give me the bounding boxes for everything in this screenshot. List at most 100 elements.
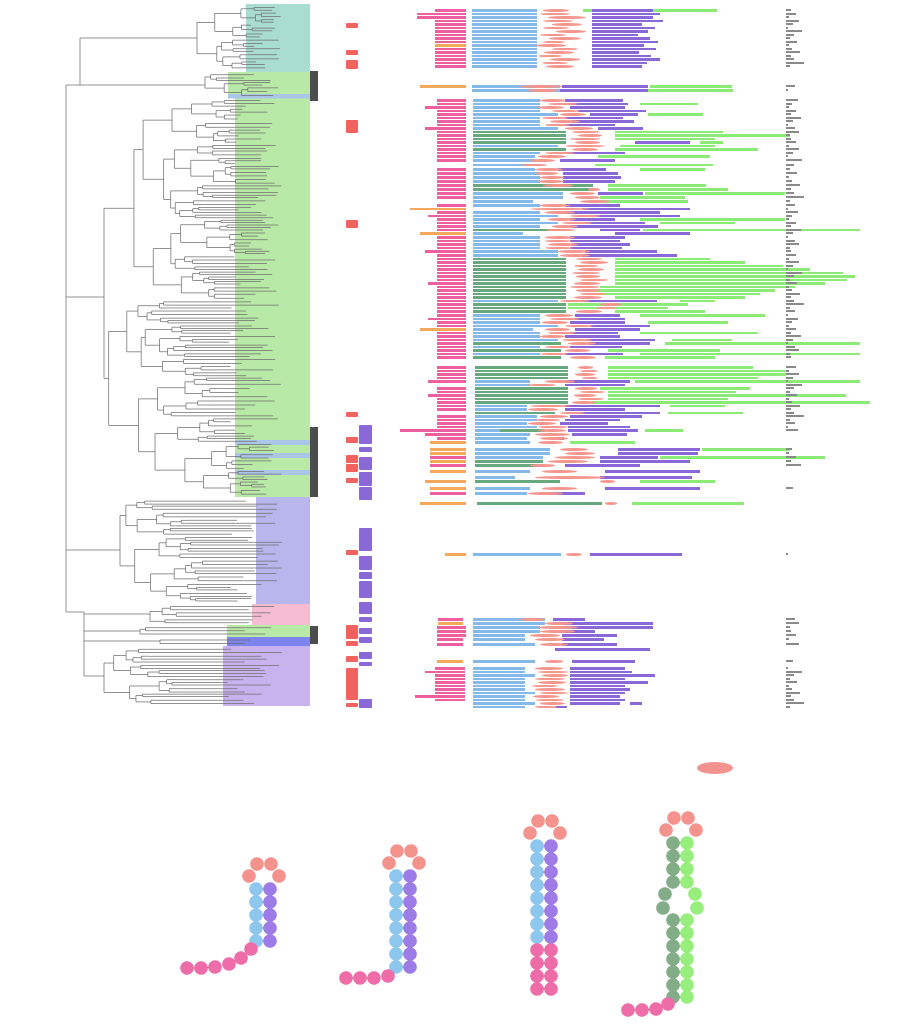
- architecture-segment-S: [540, 33, 566, 37]
- clade-block: [256, 497, 310, 604]
- architecture-segment-D: [475, 464, 543, 467]
- architecture-segment-S: [530, 464, 555, 467]
- architecture-segment-S: [548, 218, 576, 221]
- architecture-segment-U: [565, 418, 620, 422]
- count-bar: [786, 387, 794, 390]
- architecture-segment-G: [608, 366, 753, 369]
- structure-2-bead-u: [403, 960, 417, 974]
- architecture-segment-D: [475, 401, 568, 404]
- count-bar: [786, 44, 789, 47]
- architecture-segment-P: [437, 422, 466, 425]
- structure-2-bead-s: [404, 844, 418, 858]
- architecture-segment-U: [572, 243, 630, 246]
- architecture-segment-B: [473, 553, 561, 556]
- architecture-segment-S: [560, 254, 590, 257]
- architecture-segment-P: [437, 144, 466, 148]
- count-bar: [786, 232, 793, 235]
- architecture-segment-U: [553, 618, 585, 621]
- architecture-segment-G: [608, 373, 786, 376]
- architecture-segment-G: [643, 228, 860, 232]
- architecture-segment-S: [533, 695, 559, 698]
- structure-2-bead-u: [403, 921, 417, 935]
- structure-4-bead-g: [680, 862, 694, 876]
- architecture-segment-P: [400, 429, 466, 432]
- architecture-segment-O: [425, 480, 466, 483]
- count-bar: [786, 456, 796, 459]
- red-presence-tick: [346, 641, 358, 646]
- count-bar: [786, 303, 804, 306]
- count-bar: [786, 163, 794, 166]
- architecture-segment-S: [542, 470, 577, 473]
- architecture-segment-B: [472, 65, 537, 68]
- structure-4-bead-d: [666, 926, 680, 940]
- architecture-segment-G: [615, 275, 855, 278]
- architecture-segment-B: [473, 200, 533, 203]
- architecture-segment-U: [570, 236, 625, 239]
- architecture-segment-S: [576, 289, 600, 292]
- structure-2-bead-u: [403, 869, 417, 883]
- architecture-segment-P: [437, 321, 466, 324]
- architecture-segment-P: [425, 106, 466, 109]
- structure-4-bead-d: [666, 952, 680, 966]
- count-bar: [786, 289, 792, 292]
- structure-1-bead-s: [242, 869, 256, 883]
- architecture-segment-P: [435, 58, 466, 61]
- architecture-segment-D: [473, 296, 566, 299]
- architecture-segment-U: [558, 168, 606, 171]
- architecture-segment-G: [648, 321, 728, 324]
- architecture-segment-P: [435, 667, 465, 670]
- count-bar: [786, 630, 791, 633]
- architecture-segment-U: [572, 433, 627, 436]
- architecture-segment-P: [437, 397, 466, 401]
- architecture-segment-B: [473, 250, 558, 253]
- count-bar: [786, 422, 795, 425]
- architecture-segment-U: [600, 460, 690, 463]
- count-bar: [786, 352, 790, 355]
- architecture-segment-U: [592, 9, 653, 12]
- count-bar: [786, 141, 796, 144]
- count-bar: [786, 99, 798, 102]
- architecture-segment-S: [545, 228, 575, 232]
- architecture-segment-G: [640, 480, 715, 483]
- architecture-segment-P: [437, 188, 466, 191]
- architecture-segment-G: [615, 310, 705, 313]
- architecture-segment-P: [437, 643, 463, 646]
- architecture-segment-B: [475, 404, 527, 408]
- count-bar: [786, 211, 798, 214]
- architecture-segment-B: [475, 437, 527, 440]
- count-bar: [786, 23, 793, 26]
- architecture-segment-U: [563, 172, 618, 175]
- architecture-segment-D: [475, 369, 568, 373]
- architecture-segment-B: [473, 243, 540, 246]
- architecture-segment-S: [540, 204, 570, 207]
- architecture-segment-S: [582, 376, 598, 380]
- architecture-segment-G: [650, 85, 732, 88]
- count-bar: [786, 113, 791, 116]
- structure-1-bead-s: [264, 857, 278, 871]
- structure-3-bead-p: [530, 943, 544, 957]
- architecture-segment-S: [570, 214, 600, 218]
- structure-3-bead-u: [544, 878, 558, 892]
- architecture-segment-D: [473, 264, 566, 268]
- structure-1-bead-u: [263, 895, 277, 909]
- count-bar: [786, 411, 794, 414]
- structure-3-bead-b: [530, 917, 544, 931]
- structure-2-bead-b: [389, 869, 403, 883]
- architecture-segment-O: [437, 660, 463, 663]
- architecture-segment-S: [578, 366, 593, 369]
- architecture-segment-B: [473, 299, 558, 303]
- count-bar: [786, 681, 797, 684]
- structure-3-bead-p: [544, 943, 558, 957]
- structure-4-bead-d: [666, 849, 680, 863]
- architecture-segment-U: [565, 116, 623, 120]
- count-bar: [786, 306, 790, 309]
- red-presence-tick: [346, 464, 358, 472]
- structure-4-bead-p: [649, 1002, 663, 1016]
- structure-2-bead-p: [353, 971, 367, 985]
- architecture-segment-B: [473, 192, 563, 195]
- architecture-segment-S: [540, 702, 565, 705]
- architecture-segment-D: [473, 137, 566, 141]
- count-bar: [786, 85, 795, 88]
- architecture-segment-S: [548, 16, 586, 19]
- architecture-segment-U: [570, 684, 625, 688]
